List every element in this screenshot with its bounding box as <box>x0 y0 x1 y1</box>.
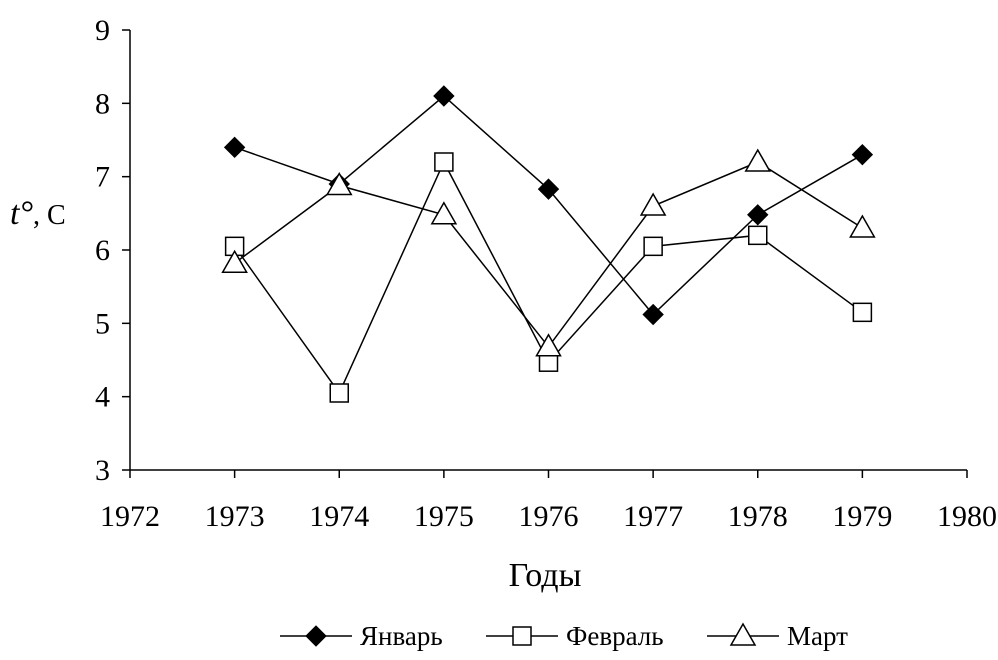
y-axis-title: t°, С <box>10 195 66 232</box>
data-point-series-1 <box>223 136 246 159</box>
x-tick-label: 1972 <box>100 500 160 533</box>
x-tick-label: 1974 <box>309 500 369 533</box>
series-markers <box>221 85 876 403</box>
legend-label: Март <box>787 621 848 651</box>
y-tick-label: 5 <box>95 307 110 340</box>
x-tick-label: 1976 <box>519 500 579 533</box>
x-tick-label: 1975 <box>414 500 474 533</box>
x-tick-label: 1977 <box>623 500 683 533</box>
data-point-series-3 <box>535 333 562 357</box>
series-line-1 <box>234 95 863 316</box>
y-tick-label: 7 <box>95 161 110 194</box>
data-point-series-3 <box>325 171 353 196</box>
data-point-series-2 <box>748 225 768 246</box>
legend-label: Февраль <box>566 621 664 651</box>
data-point-series-3 <box>430 201 458 225</box>
data-point-series-1 <box>851 143 874 166</box>
y-tick-label: 6 <box>95 234 110 267</box>
y-axis-title-main: t° <box>10 195 33 232</box>
y-tick-label: 8 <box>95 87 110 120</box>
data-point-series-1 <box>537 178 560 200</box>
data-point-series-3 <box>639 192 667 216</box>
data-point-series-2 <box>434 152 454 172</box>
x-ticks: 1972 1973 1974 1975 1976 1977 1978 1979 1980 <box>100 470 997 533</box>
y-tick-label: 9 <box>95 14 110 47</box>
x-tick-label: 1973 <box>205 500 265 533</box>
data-point-series-3 <box>744 148 772 172</box>
x-tick-label: 1980 <box>937 500 997 533</box>
y-axis-title-unit: , С <box>33 200 66 231</box>
data-point-series-3 <box>221 249 248 273</box>
legend: Январь Февраль Март <box>280 621 848 651</box>
legend-label: Январь <box>360 621 443 651</box>
data-point-series-1 <box>642 303 664 326</box>
legend-marker <box>305 625 327 647</box>
data-point-series-1 <box>747 204 769 226</box>
data-point-series-2 <box>329 383 349 403</box>
x-tick-label: 1978 <box>728 500 788 533</box>
data-point-series-2 <box>643 236 663 257</box>
legend-marker <box>512 626 532 646</box>
x-tick-label: 1979 <box>832 500 892 533</box>
x-axis-title: Годы <box>509 557 582 594</box>
legend-marker <box>729 622 757 646</box>
y-tick-label: 3 <box>95 454 110 487</box>
data-point-series-1 <box>433 85 455 107</box>
data-point-series-3 <box>849 214 876 238</box>
y-ticks: 3 4 5 6 7 8 9 <box>95 14 130 487</box>
series-layer <box>221 85 876 403</box>
data-point-series-2 <box>852 302 873 323</box>
y-tick-label: 4 <box>95 381 110 414</box>
